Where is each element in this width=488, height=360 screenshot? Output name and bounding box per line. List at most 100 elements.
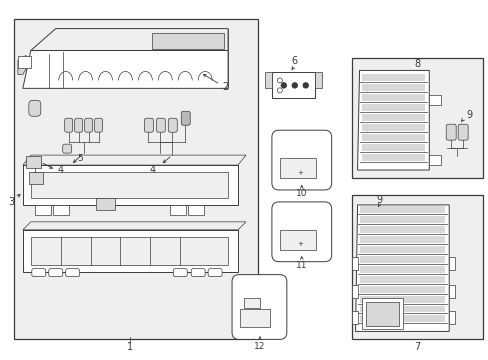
Polygon shape — [26, 156, 41, 168]
Text: 1: 1 — [127, 342, 133, 352]
Bar — [359, 246, 444, 253]
Polygon shape — [351, 311, 357, 324]
FancyBboxPatch shape — [65, 269, 80, 276]
Text: 4: 4 — [58, 165, 63, 175]
Polygon shape — [152, 32, 224, 49]
Bar — [351, 58, 482, 178]
Bar — [359, 306, 444, 312]
Bar — [361, 154, 425, 161]
Bar — [240, 310, 269, 328]
Bar — [361, 114, 425, 121]
Bar — [359, 315, 444, 323]
Bar — [361, 144, 425, 151]
FancyBboxPatch shape — [208, 269, 222, 276]
Circle shape — [303, 83, 307, 88]
Text: 10: 10 — [295, 189, 307, 198]
Bar — [359, 266, 444, 273]
Polygon shape — [23, 230, 238, 272]
FancyBboxPatch shape — [84, 118, 92, 132]
Text: +: + — [296, 170, 302, 176]
Text: 9: 9 — [465, 110, 471, 120]
Polygon shape — [428, 155, 440, 165]
FancyBboxPatch shape — [64, 118, 73, 132]
Text: 8: 8 — [413, 59, 420, 69]
Text: 2: 2 — [222, 82, 228, 93]
Bar — [361, 75, 425, 81]
Polygon shape — [170, 205, 186, 215]
Bar — [361, 94, 425, 101]
Bar — [359, 236, 444, 243]
FancyBboxPatch shape — [32, 269, 46, 276]
Bar — [365, 302, 399, 327]
Polygon shape — [448, 257, 454, 270]
FancyBboxPatch shape — [156, 118, 165, 132]
Polygon shape — [314, 72, 321, 88]
FancyBboxPatch shape — [168, 118, 177, 132]
Bar — [244, 298, 260, 307]
FancyBboxPatch shape — [271, 130, 331, 190]
FancyBboxPatch shape — [446, 124, 455, 140]
Polygon shape — [35, 205, 51, 215]
Polygon shape — [357, 71, 428, 170]
Bar — [361, 124, 425, 131]
Polygon shape — [18, 57, 31, 68]
FancyBboxPatch shape — [75, 118, 82, 132]
Bar — [361, 84, 425, 91]
FancyBboxPatch shape — [144, 118, 153, 132]
Polygon shape — [428, 95, 440, 105]
FancyBboxPatch shape — [173, 269, 187, 276]
Polygon shape — [355, 205, 448, 332]
FancyBboxPatch shape — [49, 269, 62, 276]
Bar — [359, 216, 444, 223]
Polygon shape — [448, 285, 454, 298]
Bar — [279, 230, 315, 250]
Bar — [361, 298, 403, 329]
Polygon shape — [23, 50, 227, 88]
FancyBboxPatch shape — [181, 111, 190, 125]
Bar — [351, 195, 482, 339]
Polygon shape — [188, 205, 203, 215]
Bar — [359, 226, 444, 233]
Bar — [361, 134, 425, 141]
FancyBboxPatch shape — [94, 118, 102, 132]
Polygon shape — [351, 285, 357, 298]
Bar — [14, 19, 258, 339]
Bar — [359, 206, 444, 213]
Bar — [359, 296, 444, 302]
Polygon shape — [351, 257, 357, 270]
Text: 6: 6 — [291, 57, 297, 67]
Text: 5: 5 — [78, 154, 83, 163]
Polygon shape — [448, 311, 454, 324]
Bar — [31, 172, 227, 198]
Polygon shape — [23, 155, 245, 165]
Bar — [279, 158, 315, 178]
Bar — [361, 104, 425, 111]
Polygon shape — [264, 72, 271, 88]
Bar — [31, 237, 227, 265]
Polygon shape — [31, 28, 227, 50]
FancyBboxPatch shape — [191, 269, 205, 276]
FancyBboxPatch shape — [271, 202, 331, 262]
Text: 7: 7 — [413, 342, 420, 352]
Text: 4: 4 — [149, 165, 155, 175]
Polygon shape — [29, 172, 42, 184]
Text: 3: 3 — [8, 197, 14, 207]
FancyBboxPatch shape — [232, 275, 286, 339]
Polygon shape — [95, 198, 115, 210]
Bar — [359, 285, 444, 293]
Text: 11: 11 — [295, 261, 307, 270]
Bar — [359, 256, 444, 263]
Text: 9: 9 — [376, 195, 382, 205]
Bar — [359, 276, 444, 283]
Text: +: + — [296, 241, 302, 247]
Polygon shape — [18, 55, 31, 75]
Circle shape — [292, 83, 297, 88]
Polygon shape — [23, 165, 238, 205]
FancyBboxPatch shape — [29, 100, 41, 116]
FancyBboxPatch shape — [62, 144, 72, 153]
Polygon shape — [23, 222, 245, 230]
Circle shape — [281, 83, 286, 88]
Polygon shape — [53, 205, 68, 215]
Text: 12: 12 — [254, 342, 265, 351]
Polygon shape — [271, 72, 314, 98]
